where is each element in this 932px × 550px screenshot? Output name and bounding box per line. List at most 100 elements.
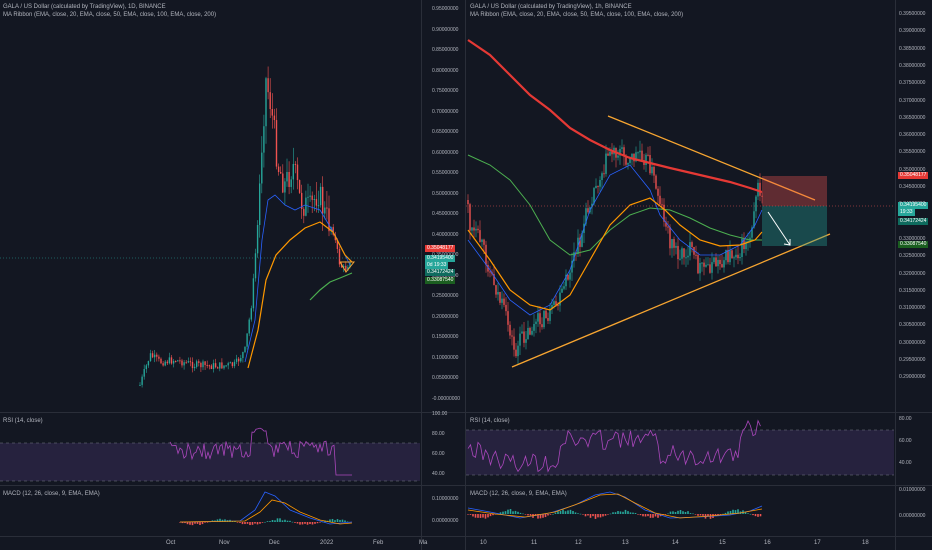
left-rsi-label[interactable]: RSI (14, close) bbox=[3, 418, 43, 424]
candle bbox=[301, 192, 303, 209]
candle bbox=[191, 362, 194, 369]
candle bbox=[623, 147, 625, 157]
right-macd-histogram-bar bbox=[734, 510, 737, 514]
price-axis-label: 0.33000000 bbox=[899, 235, 926, 242]
right-macd-histogram-bar bbox=[482, 514, 484, 518]
time-axis-label: 16 bbox=[764, 540, 771, 546]
rsi-axis-label: 60.00 bbox=[899, 438, 912, 444]
candle bbox=[713, 257, 715, 263]
right-macd-histogram-bar bbox=[754, 514, 757, 517]
left-macd-histogram-bar bbox=[264, 521, 266, 523]
left-macd-histogram-bar bbox=[316, 522, 319, 524]
left-macd-histogram-bar bbox=[291, 521, 294, 523]
right-indicator-title[interactable]: MA Ribbon (EMA, close, 20, EMA, close, 5… bbox=[470, 12, 684, 18]
right-macd-histogram-bar bbox=[632, 512, 634, 514]
candle bbox=[240, 358, 242, 362]
price-axis-label: 0.65000000 bbox=[432, 129, 459, 135]
candle bbox=[296, 164, 299, 181]
candle bbox=[517, 345, 519, 357]
price-axis-label: 0.38000000 bbox=[899, 62, 926, 69]
left-macd-histogram-bar bbox=[276, 518, 279, 522]
candle bbox=[317, 205, 320, 207]
right-macd-histogram-bar bbox=[677, 510, 679, 514]
candle bbox=[661, 204, 663, 206]
candle bbox=[513, 336, 515, 350]
candle bbox=[629, 158, 631, 163]
candle bbox=[311, 195, 313, 200]
candle bbox=[286, 171, 288, 182]
candle bbox=[206, 365, 208, 367]
candle bbox=[535, 321, 537, 324]
rsi-axis-label: 80.00 bbox=[432, 431, 445, 437]
pane-separator-rsi[interactable] bbox=[0, 412, 932, 413]
candle bbox=[160, 358, 162, 364]
candle bbox=[691, 242, 693, 247]
left-price-pane[interactable] bbox=[0, 0, 420, 412]
right-macd-histogram-bar bbox=[624, 509, 627, 514]
candle bbox=[663, 204, 665, 222]
pane-separator-macd[interactable] bbox=[0, 485, 932, 486]
layout-splitter[interactable] bbox=[465, 0, 466, 550]
time-axis-label: Ma bbox=[419, 540, 428, 546]
right-ema50-line bbox=[467, 197, 763, 311]
candle bbox=[679, 258, 681, 260]
candle bbox=[338, 248, 341, 265]
candle bbox=[225, 365, 227, 367]
right-macd-histogram-bar bbox=[552, 513, 554, 515]
right-ema20-line bbox=[467, 164, 763, 316]
right-macd-histogram-bar bbox=[557, 511, 559, 514]
left-macd-histogram-bar bbox=[256, 522, 259, 525]
upper-trendline bbox=[607, 115, 816, 201]
candle bbox=[479, 230, 481, 242]
left-ema20-line bbox=[244, 194, 351, 363]
candle bbox=[715, 257, 717, 267]
candle bbox=[467, 200, 469, 205]
candle bbox=[639, 150, 641, 153]
left-macd-histogram-bar bbox=[284, 519, 286, 522]
candle bbox=[204, 361, 206, 366]
left-macd-label[interactable]: MACD (12, 26, close, 9, EMA, EMA) bbox=[3, 491, 100, 497]
candle bbox=[669, 226, 671, 249]
candle bbox=[469, 204, 471, 231]
right-macd-label[interactable]: MACD (12, 26, close, 9, EMA, EMA) bbox=[470, 491, 567, 497]
candle bbox=[737, 254, 739, 259]
right-macd-histogram-bar bbox=[547, 514, 549, 516]
candle bbox=[271, 109, 273, 116]
right-macd-histogram-bar bbox=[687, 511, 689, 514]
take-profit-zone bbox=[762, 206, 827, 246]
right-macd-histogram-bar bbox=[617, 511, 619, 514]
left-rsi-band bbox=[0, 443, 420, 481]
candle bbox=[185, 362, 187, 364]
candle bbox=[697, 255, 699, 274]
right-macd-histogram-bar bbox=[469, 514, 472, 515]
candle bbox=[238, 358, 240, 362]
right-symbol-title[interactable]: GALA / US Dollar (calculated by TradingV… bbox=[470, 4, 632, 10]
left-macd-histogram-bar bbox=[191, 522, 194, 526]
candle bbox=[275, 120, 278, 167]
left-last-price-tag: 0.34195400 bbox=[425, 255, 456, 262]
candle bbox=[261, 152, 263, 184]
left-macd-histogram-bar bbox=[299, 522, 301, 525]
left-symbol-title[interactable]: GALA / US Dollar (calculated by TradingV… bbox=[3, 4, 166, 10]
right-rsi-label[interactable]: RSI (14, close) bbox=[470, 418, 510, 424]
candle bbox=[501, 298, 503, 303]
left-macd-histogram-bar bbox=[204, 522, 206, 523]
candle bbox=[309, 195, 311, 197]
right-macd-histogram-bar bbox=[509, 509, 512, 514]
right-macd-histogram-bar bbox=[752, 514, 754, 516]
left-macd-histogram-bar bbox=[259, 522, 261, 524]
right-macd-histogram-bar bbox=[642, 514, 644, 517]
right-macd-histogram-bar bbox=[549, 514, 552, 515]
left-macd-histogram-bar bbox=[261, 522, 264, 523]
left-indicator-title[interactable]: MA Ribbon (EMA, close, 20, EMA, close, 5… bbox=[3, 12, 217, 18]
left-macd-histogram-bar bbox=[266, 521, 269, 522]
macd-axis-label: 0.00000000 bbox=[432, 518, 459, 524]
left-macd-histogram-bar bbox=[346, 521, 349, 523]
candle bbox=[147, 361, 150, 366]
right-macd-histogram-bar bbox=[679, 510, 682, 514]
right-macd-histogram-bar bbox=[622, 511, 624, 514]
candle bbox=[322, 186, 324, 214]
time-axis-label: Dec bbox=[269, 540, 280, 546]
price-axis-label: 0.37000000 bbox=[899, 97, 926, 104]
